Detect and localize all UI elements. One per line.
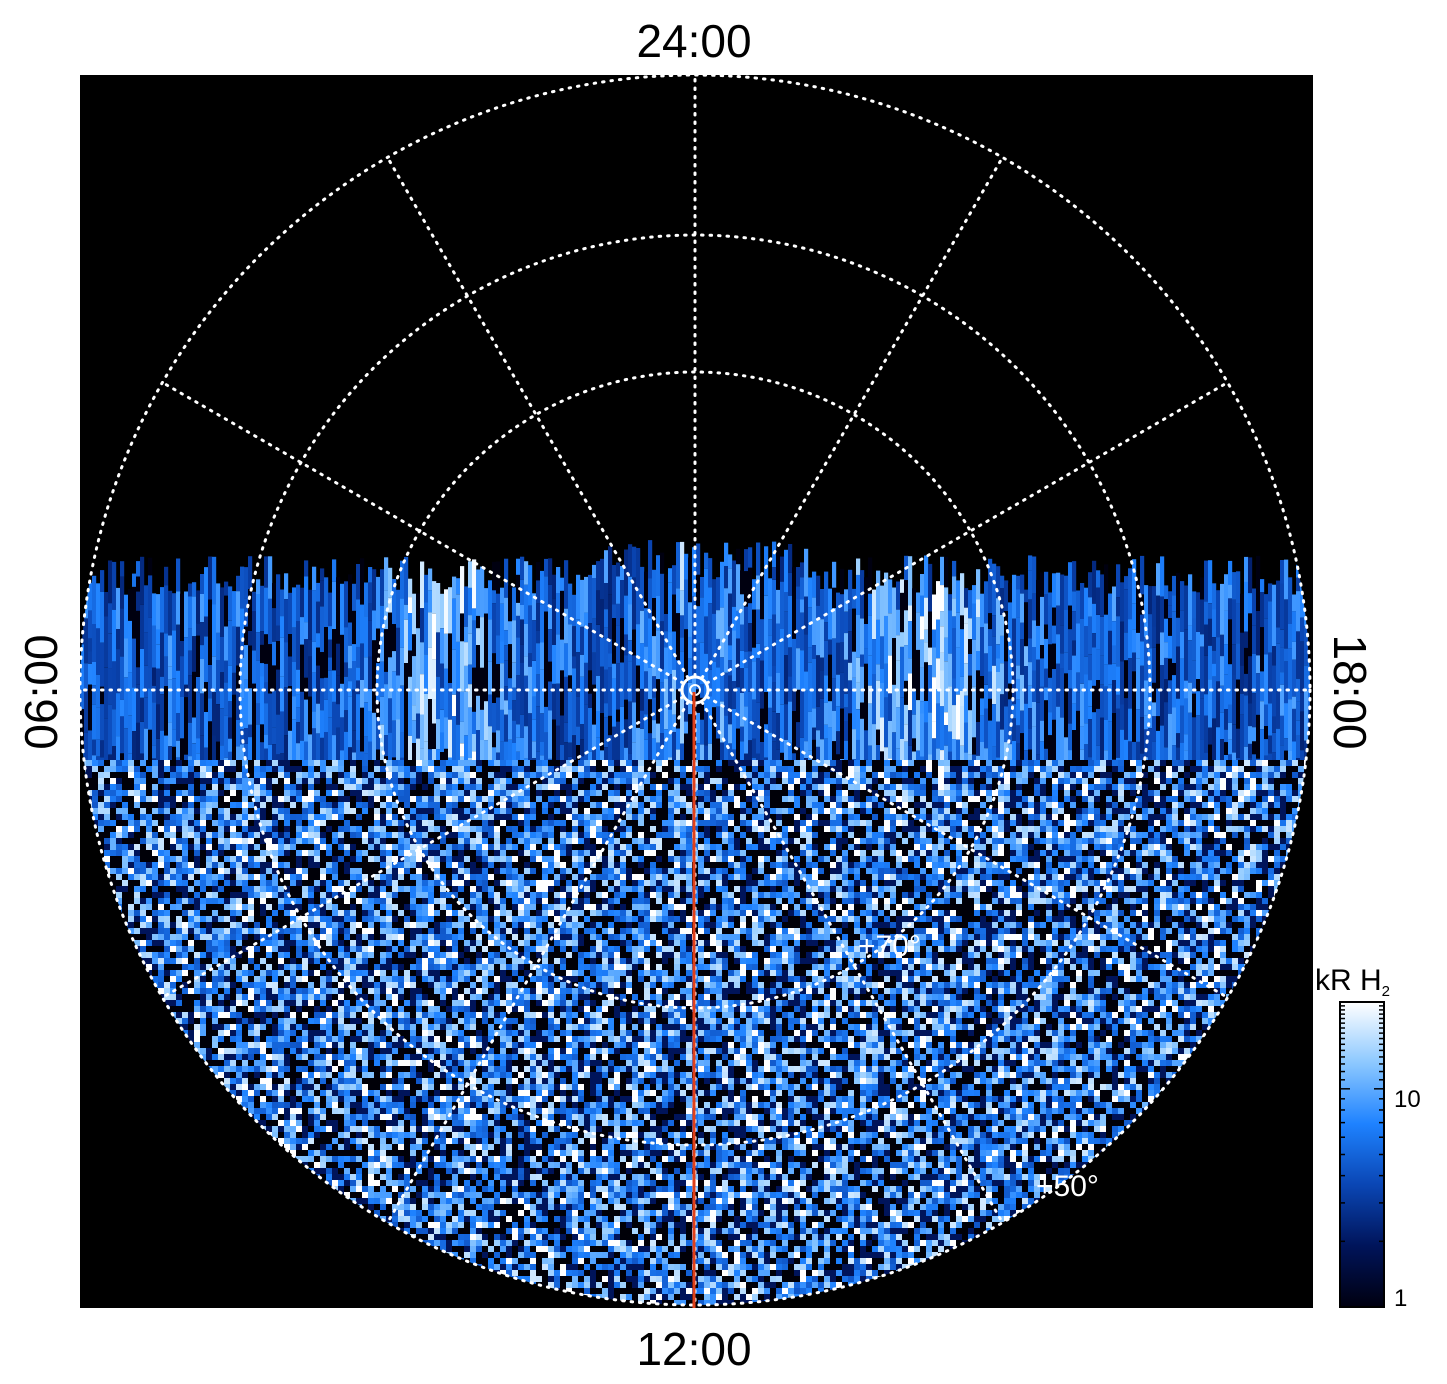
latitude-label-50: +50° — [1036, 1170, 1099, 1203]
meridian-line — [700, 155, 1004, 680]
local-time-label-bottom: 12:00 — [636, 1323, 751, 1375]
meridian-line — [160, 381, 685, 685]
meridian-line — [705, 695, 1230, 999]
colorbar-title: kR H2 — [1315, 964, 1390, 1000]
latitude-label-70: +70° — [858, 930, 921, 963]
local-time-label-top: 24:00 — [636, 15, 751, 67]
colorbar: kR H2 10 1 — [1315, 964, 1421, 1312]
colorbar-gradient — [1339, 1001, 1385, 1308]
colorbar-title-subscript: 2 — [1382, 983, 1390, 1000]
colorbar-tick-label-1: 1 — [1394, 1285, 1407, 1312]
local-time-label-right: 18:00 — [1324, 634, 1376, 749]
latitude-circle — [375, 370, 1015, 1010]
meridian-line — [700, 700, 1004, 1225]
colorbar-tick-label-10: 10 — [1394, 1086, 1421, 1113]
meridian-line — [160, 695, 685, 999]
colorbar-ticks — [1340, 1001, 1384, 1308]
local-time-label-left: 06:00 — [15, 634, 67, 749]
latitude-circle — [80, 75, 1312, 1307]
meridian-line — [386, 155, 690, 680]
meridian-line — [705, 381, 1230, 685]
meridian-line — [386, 700, 690, 1225]
